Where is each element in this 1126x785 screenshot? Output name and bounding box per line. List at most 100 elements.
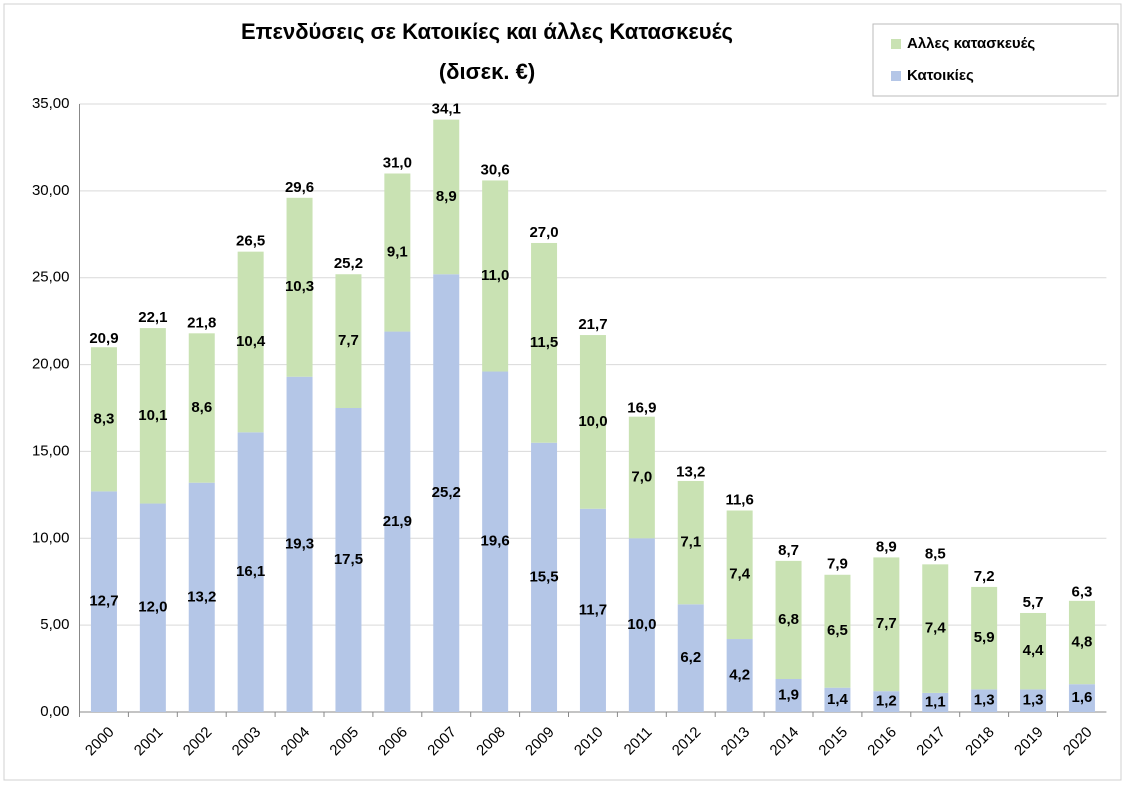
chart-title: Επενδύσεις σε Κατοικίες και άλλες Κατασκ… bbox=[241, 19, 733, 44]
bar-segment bbox=[433, 274, 460, 712]
total-label: 5,7 bbox=[1023, 594, 1044, 611]
bar-segment bbox=[482, 180, 509, 372]
bar-segment bbox=[775, 678, 802, 712]
bar-segment bbox=[1020, 612, 1047, 690]
total-label: 27,0 bbox=[529, 224, 558, 241]
data-label: 1,6 bbox=[1072, 689, 1093, 706]
bar-segment bbox=[775, 560, 802, 679]
bar-segment bbox=[922, 564, 949, 693]
x-tick-label: 2003 bbox=[229, 724, 265, 760]
bar-segment bbox=[726, 639, 753, 712]
data-label: 7,0 bbox=[631, 468, 652, 485]
data-label: 8,6 bbox=[191, 399, 212, 416]
data-label: 9,1 bbox=[387, 243, 408, 260]
bar-segment bbox=[677, 480, 704, 605]
chart-subtitle: (δισεκ. €) bbox=[439, 59, 535, 84]
legend-label: Αλλες κατασκευές bbox=[907, 35, 1035, 52]
bar-segment bbox=[188, 333, 215, 483]
x-tick-label: 2008 bbox=[473, 724, 509, 760]
bar-segment bbox=[335, 408, 362, 712]
bar-segment bbox=[1020, 689, 1047, 712]
y-tick-label: 0,00 bbox=[40, 703, 69, 720]
bar-segment bbox=[628, 416, 655, 539]
data-label: 19,3 bbox=[285, 535, 314, 552]
bar-segment bbox=[384, 331, 411, 712]
y-tick-label: 15,00 bbox=[32, 442, 70, 459]
data-label: 12,7 bbox=[89, 593, 118, 610]
bar-segment bbox=[90, 347, 117, 492]
x-tick-label: 2009 bbox=[522, 724, 558, 760]
x-tick-label: 2016 bbox=[864, 724, 900, 760]
bar-segment bbox=[873, 691, 900, 712]
bar-segment bbox=[579, 508, 606, 712]
legend-swatch bbox=[891, 71, 901, 81]
data-label: 8,9 bbox=[436, 188, 457, 205]
x-tick-label: 2014 bbox=[767, 724, 803, 760]
x-tick-label: 2001 bbox=[131, 724, 167, 760]
x-tick-label: 2007 bbox=[424, 724, 460, 760]
total-label: 7,9 bbox=[827, 556, 848, 573]
x-tick-label: 2000 bbox=[82, 724, 118, 760]
data-label: 1,1 bbox=[925, 693, 946, 710]
legend-label: Κατοικίες bbox=[907, 67, 974, 84]
total-label: 7,2 bbox=[974, 568, 995, 585]
bar-segment bbox=[628, 538, 655, 712]
data-label: 5,9 bbox=[974, 629, 995, 646]
total-label: 8,7 bbox=[778, 542, 799, 559]
data-label: 10,0 bbox=[627, 616, 656, 633]
y-tick-label: 35,00 bbox=[32, 95, 70, 112]
x-tick-label: 2002 bbox=[180, 724, 216, 760]
total-label: 8,5 bbox=[925, 545, 946, 562]
data-label: 16,1 bbox=[236, 563, 265, 580]
data-label: 11,7 bbox=[579, 601, 607, 618]
bar-segment bbox=[139, 328, 166, 504]
x-tick-label: 2011 bbox=[621, 724, 656, 759]
bar-segment bbox=[579, 335, 606, 509]
data-label: 7,7 bbox=[876, 615, 897, 632]
bar-segment bbox=[90, 491, 117, 712]
data-label: 17,5 bbox=[334, 551, 363, 568]
data-label: 10,4 bbox=[236, 333, 266, 350]
data-label: 7,4 bbox=[925, 620, 947, 637]
bar-segment bbox=[1068, 684, 1095, 712]
bar-segment bbox=[237, 251, 264, 433]
data-label: 6,8 bbox=[778, 611, 799, 628]
data-label: 7,7 bbox=[338, 332, 359, 349]
data-label: 21,9 bbox=[383, 513, 412, 530]
bar-segment bbox=[286, 197, 313, 377]
bar-segment bbox=[971, 586, 998, 690]
bar-segment bbox=[824, 574, 851, 688]
x-tick-label: 2005 bbox=[326, 724, 362, 760]
x-tick-label: 2020 bbox=[1060, 724, 1096, 760]
data-label: 25,2 bbox=[432, 484, 461, 501]
bar-segment bbox=[1068, 600, 1095, 685]
x-tick-label: 2017 bbox=[913, 724, 949, 760]
total-label: 25,2 bbox=[334, 255, 363, 272]
bar-segment bbox=[237, 432, 264, 712]
bar-segment bbox=[971, 689, 998, 712]
y-tick-label: 20,00 bbox=[32, 356, 70, 373]
data-label: 1,3 bbox=[974, 692, 995, 709]
x-tick-label: 2012 bbox=[669, 724, 705, 760]
data-label: 15,5 bbox=[529, 568, 558, 585]
data-label: 13,2 bbox=[187, 588, 216, 605]
data-label: 6,2 bbox=[680, 649, 701, 666]
legend-swatch bbox=[891, 39, 901, 49]
data-label: 4,4 bbox=[1023, 642, 1045, 659]
data-label: 4,8 bbox=[1072, 633, 1093, 650]
total-label: 21,7 bbox=[578, 316, 607, 333]
total-label: 8,9 bbox=[876, 538, 897, 555]
data-label: 7,1 bbox=[680, 534, 701, 551]
data-label: 10,0 bbox=[578, 413, 607, 430]
total-label: 22,1 bbox=[138, 309, 167, 326]
data-label: 11,0 bbox=[481, 267, 509, 284]
y-tick-label: 10,00 bbox=[32, 529, 70, 546]
x-tick-label: 2006 bbox=[375, 724, 411, 760]
legend-box bbox=[872, 23, 1119, 97]
data-label: 4,2 bbox=[729, 666, 750, 683]
bar-segment bbox=[286, 376, 313, 712]
data-label: 10,3 bbox=[285, 278, 314, 295]
bar-segment bbox=[873, 557, 900, 692]
data-label: 1,9 bbox=[778, 686, 799, 703]
bar-segment bbox=[139, 503, 166, 712]
